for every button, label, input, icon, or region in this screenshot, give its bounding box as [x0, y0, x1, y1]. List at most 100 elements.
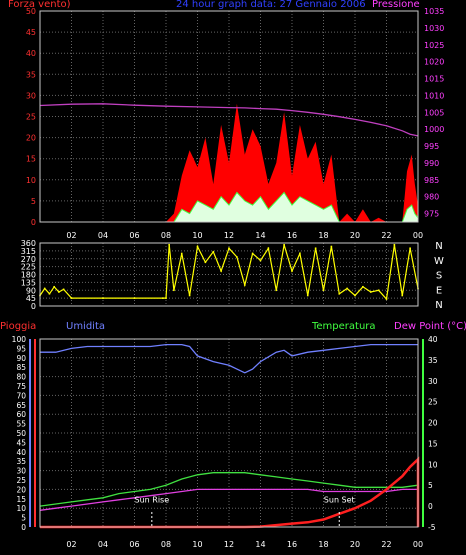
wind-direction-point	[196, 245, 199, 248]
wind-direction-point	[338, 292, 341, 295]
pressure-tick-label: 975	[424, 210, 439, 219]
wind-direction-line	[39, 244, 419, 301]
wind-tick-label: 10	[26, 176, 36, 185]
rain-tick-label: 60	[16, 410, 26, 419]
sun-rise-label: Sun Rise	[135, 496, 170, 505]
wind-direction-point	[133, 297, 136, 299]
pressure-tick-label: 1020	[424, 58, 444, 67]
direction-plot-frame	[39, 242, 419, 307]
wind-direction-point	[168, 243, 170, 246]
wind-direction-point	[393, 243, 396, 246]
wind-direction-point	[346, 287, 348, 290]
wind-direction-point	[299, 252, 301, 255]
wind-direction-point	[236, 256, 238, 258]
pressure-tick-label: 1005	[424, 108, 444, 117]
compass-label: N	[435, 300, 442, 311]
pressure-tick-label: 985	[424, 176, 439, 185]
direction-tick-label: 0	[31, 302, 36, 311]
rain-tick-label: 55	[16, 420, 26, 429]
wind-tick-label: 15	[26, 155, 36, 164]
wind-direction-point	[409, 247, 411, 250]
lower-plot-frame	[39, 338, 419, 528]
chart-title: 24 hour graph data: 27 Gennaio 2006	[176, 0, 366, 10]
rain-axis-label: Pioggia	[0, 321, 37, 332]
rain-tick-label: 0	[21, 523, 26, 532]
wind-direction-point	[173, 289, 175, 292]
pressure-tick-label: 995	[424, 142, 439, 151]
temperature-tick-label: 10	[428, 460, 438, 469]
wind-tick-label: 35	[26, 70, 36, 79]
wind-plot-frame	[39, 10, 419, 223]
rain-tick-label: 10	[16, 504, 26, 513]
wind-direction-point	[212, 250, 215, 253]
wind-avg-area	[40, 192, 418, 222]
rain-tick-label: 35	[16, 457, 26, 466]
rain-tick-label: 5	[21, 514, 26, 523]
rain-tick-label: 25	[16, 476, 26, 485]
rain-tick-label: 15	[16, 495, 26, 504]
lower-x-tick-label: 16	[287, 540, 297, 549]
wind-x-tick-label: 02	[66, 231, 76, 240]
temperature-tick-label: 20	[428, 419, 438, 428]
lower-x-tick-label: 18	[318, 540, 328, 549]
lower-x-tick-label: 08	[161, 540, 171, 549]
wind-x-tick-label: 06	[129, 231, 139, 240]
temperature-tick-label: 25	[428, 398, 438, 407]
wind-x-tick-label: 10	[192, 231, 202, 240]
lower-x-tick-label: 10	[192, 540, 202, 549]
lower-x-tick-label: 14	[255, 540, 265, 549]
wind-direction-point	[354, 294, 356, 297]
wind-tick-label: 0	[31, 218, 36, 227]
wind-direction-point	[48, 292, 51, 295]
direction-tick-label: 135	[21, 278, 36, 287]
temperature-tick-label: 0	[428, 502, 433, 511]
pressure-tick-label: 1025	[424, 41, 444, 50]
rain-tick-label: 100	[12, 335, 27, 344]
wind-tick-label: 25	[26, 113, 36, 122]
rain-tick-label: 50	[16, 429, 26, 438]
wind-x-tick-label: 00	[413, 231, 423, 240]
wind-direction-point	[283, 243, 285, 246]
temperature-tick-label: 15	[428, 439, 438, 448]
rain-tick-label: 40	[16, 448, 26, 457]
wind-x-tick-label: 18	[318, 231, 328, 240]
pressure-axis-label: Pressione	[372, 0, 420, 10]
wind-direction-point	[314, 247, 317, 250]
wind-direction-point	[62, 288, 65, 291]
wind-x-tick-label: 22	[381, 231, 391, 240]
humidity-line	[40, 343, 418, 374]
lower-x-tick-label: 06	[129, 540, 139, 549]
compass-label: S	[436, 271, 442, 282]
wind-direction-point	[385, 298, 388, 300]
compass-label: N	[435, 241, 442, 252]
wind-x-tick-label: 20	[350, 231, 360, 240]
rain-tick-label: 95	[16, 344, 26, 353]
pressure-tick-label: 990	[424, 159, 439, 168]
wind-direction-point	[401, 294, 404, 297]
wind-direction-point	[322, 289, 325, 292]
pressure-tick-label: 1015	[424, 75, 444, 84]
rain-tick-label: 65	[16, 401, 26, 410]
wind-x-tick-label: 16	[287, 231, 297, 240]
temperature-tick-label: 5	[428, 481, 433, 490]
sun-set-label: Sun Set	[324, 496, 355, 505]
rain-tick-label: 90	[16, 354, 26, 363]
wind-direction-point	[162, 297, 164, 299]
direction-tick-label: 180	[21, 271, 36, 280]
wind-tick-label: 30	[26, 91, 36, 100]
temperature-axis-label: Temperatura	[312, 321, 376, 332]
direction-tick-label: 315	[21, 247, 36, 256]
wind-direction-point	[377, 289, 380, 292]
compass-label: W	[434, 256, 444, 267]
wind-tick-label: 50	[26, 7, 36, 16]
wind-x-tick-label: 08	[161, 231, 171, 240]
temperature-tick-label: 30	[428, 377, 438, 386]
wind-direction-point	[306, 294, 309, 297]
pressure-line	[39, 103, 419, 137]
wind-direction-point	[102, 297, 104, 299]
wind-tick-label: 45	[26, 28, 36, 37]
pressure-tick-label: 1000	[424, 125, 444, 134]
wind-direction-point	[165, 297, 167, 299]
lower-x-tick-label: 00	[413, 540, 423, 549]
